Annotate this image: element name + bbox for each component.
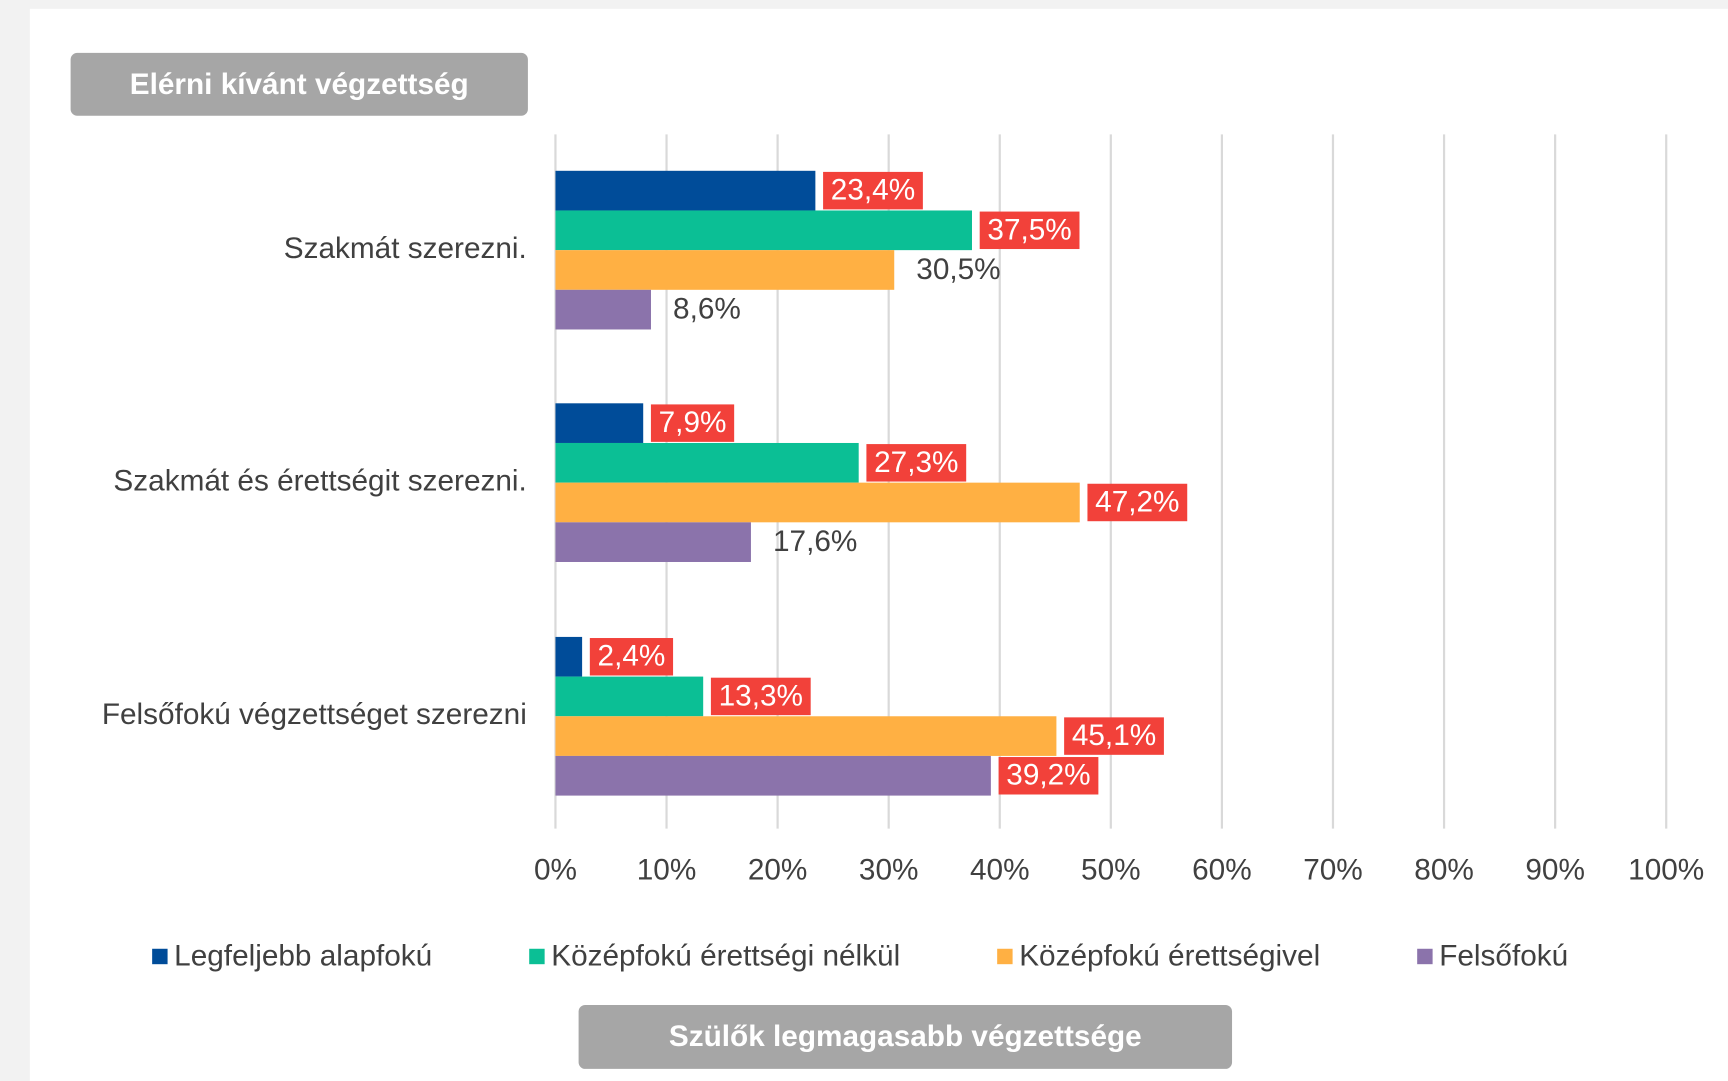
legend-swatch [997, 948, 1013, 965]
bar [555, 289, 651, 330]
data-label: 23,4% [831, 174, 915, 207]
legend-label: Középfokú érettségi nélkül [551, 939, 900, 972]
bar [555, 755, 991, 796]
data-label: 8,6% [673, 293, 741, 326]
data-label-bg [979, 211, 1080, 250]
data-label-bg [866, 444, 967, 482]
x-tick-label: 90% [1525, 853, 1585, 886]
bar [555, 522, 751, 562]
data-label: 47,2% [1095, 485, 1179, 518]
x-tick-label: 50% [1081, 853, 1141, 886]
y-tick-label: Felsőfokú végzettséget szerezni [102, 698, 527, 731]
legend-title: Szülők legmagasabb végzettsége [669, 1020, 1142, 1053]
data-label: 2,4% [598, 640, 666, 673]
data-label: 45,1% [1072, 719, 1156, 752]
y-axis-title: Elérni kívánt végzettség [130, 68, 469, 101]
bar [555, 716, 1057, 756]
x-tick-label: 40% [970, 853, 1030, 886]
data-label: 27,3% [874, 446, 958, 479]
bar [555, 482, 1080, 523]
x-tick-label: 0% [534, 853, 577, 886]
panel [29, 8, 1728, 1081]
legend-label: Legfeljebb alapfokú [174, 939, 432, 972]
data-label-bg [1064, 717, 1164, 755]
x-tick-label: 20% [748, 853, 808, 886]
legend-swatch [152, 948, 168, 965]
bar [555, 170, 816, 211]
data-label-bg [823, 171, 923, 210]
data-label: 17,6% [773, 525, 857, 558]
data-label-bg [650, 404, 735, 442]
y-title-box [70, 52, 528, 116]
y-tick-label: Szakmát és érettségit szerezni. [113, 465, 526, 498]
bar [555, 403, 644, 443]
data-label-bg [710, 677, 811, 716]
y-tick-label: Szakmát szerezni. [284, 232, 527, 265]
x-tick-label: 70% [1303, 853, 1363, 886]
bar [555, 250, 895, 290]
x-tick-label: 100% [1628, 853, 1704, 886]
legend-label: Felsőfokú [1439, 939, 1568, 972]
legend-title-box [578, 1004, 1233, 1069]
bar [555, 210, 972, 251]
data-label: 39,2% [1006, 759, 1090, 792]
x-tick-label: 30% [859, 853, 919, 886]
x-tick-label: 80% [1414, 853, 1474, 886]
data-label: 30,5% [916, 253, 1000, 286]
legend-swatch [1417, 948, 1433, 965]
bar [555, 636, 583, 677]
data-label-bg [1087, 483, 1188, 522]
bar [555, 442, 859, 483]
data-label-bg [589, 638, 674, 676]
x-tick-label: 60% [1192, 853, 1252, 886]
x-tick-label: 10% [637, 853, 697, 886]
data-label: 37,5% [987, 213, 1071, 246]
data-label-bg [998, 757, 1099, 795]
data-label: 13,3% [719, 679, 803, 712]
bar [555, 676, 704, 717]
legend-swatch [529, 948, 545, 965]
legend-label: Középfokú érettségivel [1019, 939, 1320, 972]
data-label: 7,9% [659, 406, 727, 439]
